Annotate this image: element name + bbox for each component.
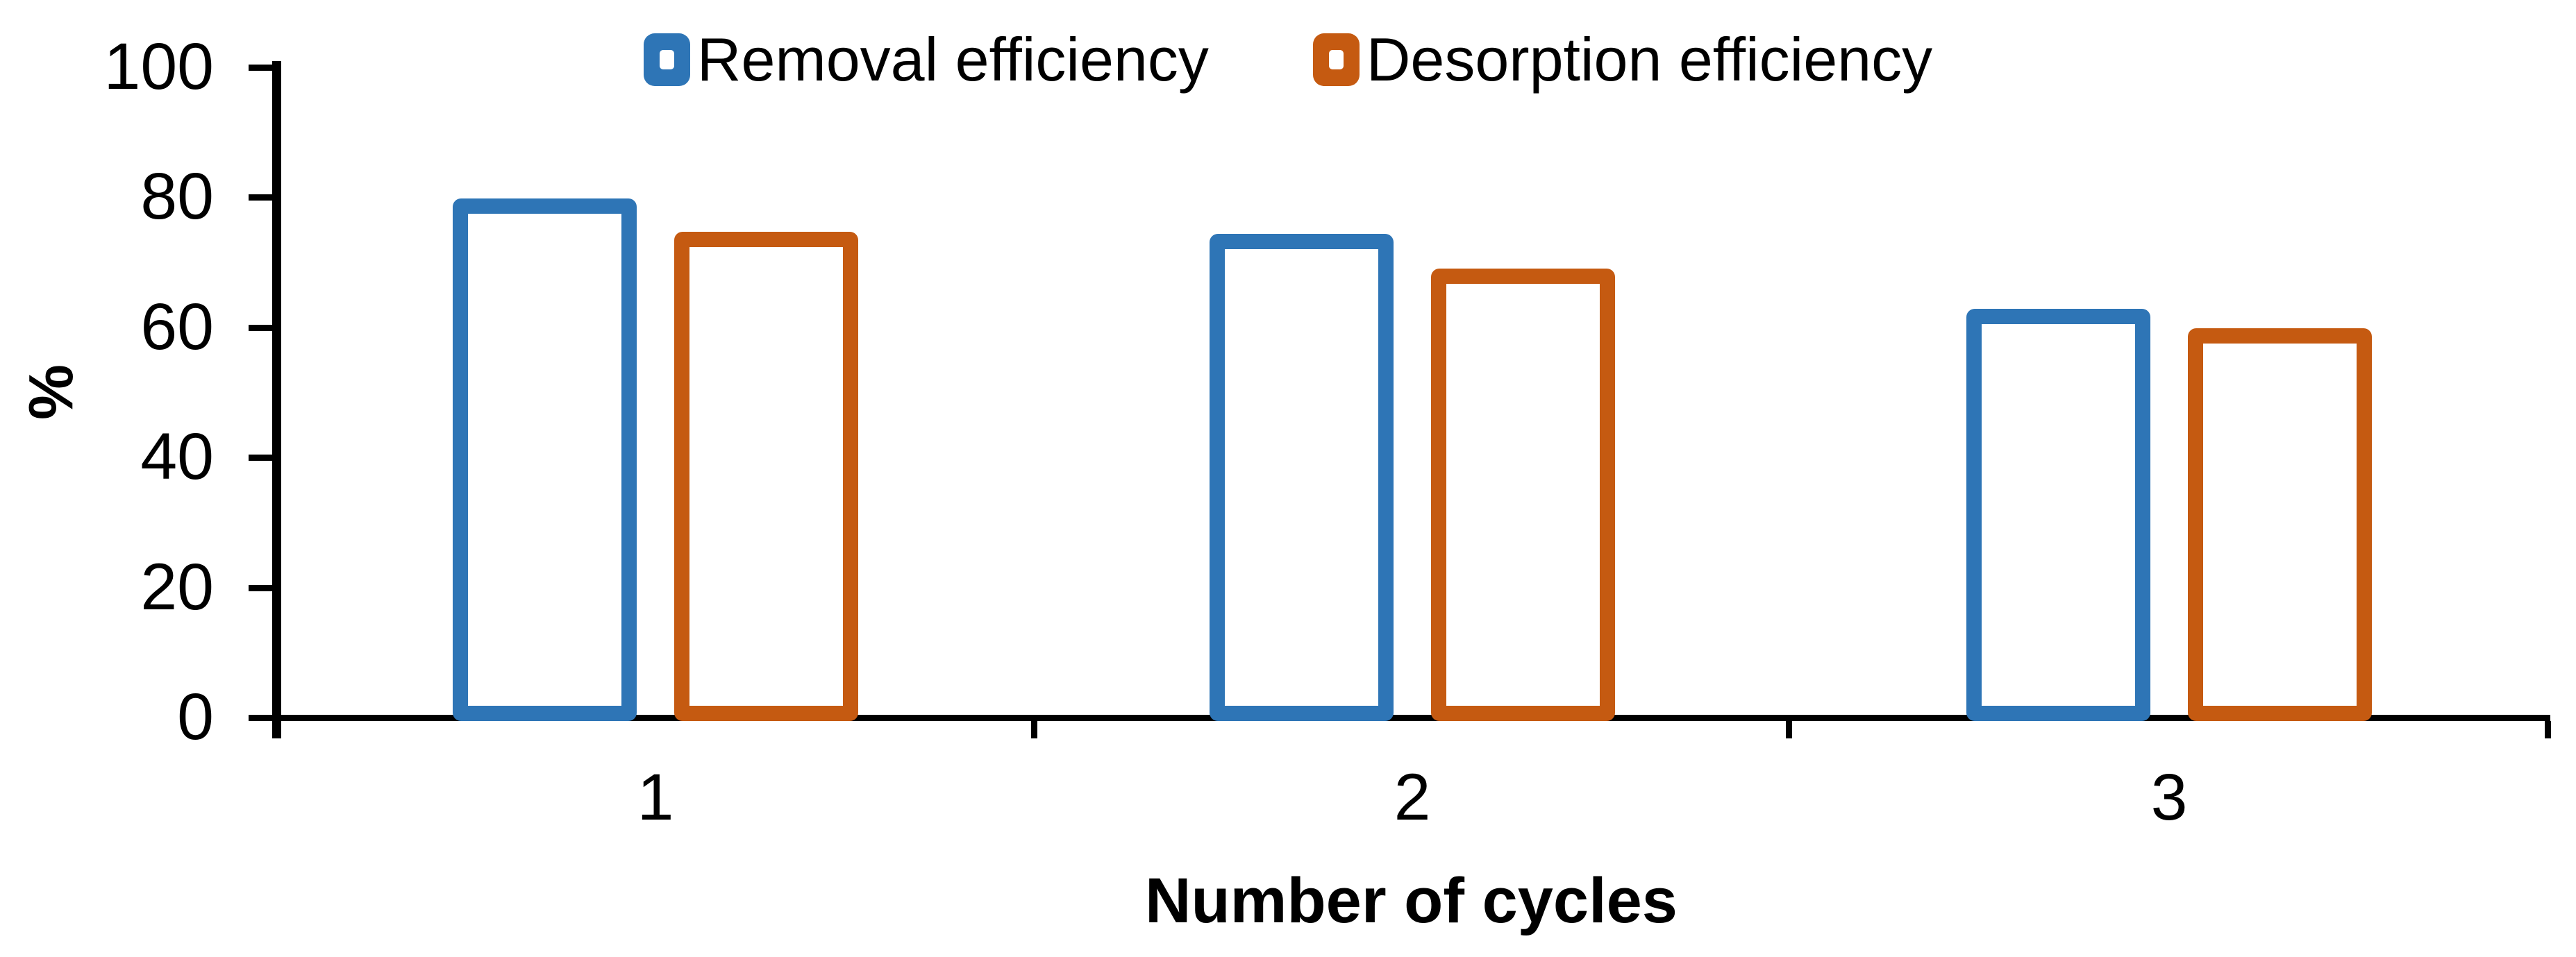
swatch-hole — [1328, 50, 1344, 69]
y-tick-60 — [249, 325, 272, 331]
y-tick-label-80: 80 — [140, 160, 214, 233]
bar-removal-efficiency-cycle-1 — [453, 198, 637, 721]
bar-desorption-efficiency-cycle-3 — [2188, 328, 2372, 721]
y-tick-100 — [249, 65, 272, 71]
x-axis-title: Number of cycles — [1145, 865, 1678, 936]
x-tick-1 — [1031, 721, 1037, 738]
x-tick-3 — [2545, 721, 2551, 738]
y-tick-0 — [249, 715, 272, 721]
legend-label-removal-efficiency: Removal efficiency — [696, 25, 1209, 94]
swatch-hole — [659, 50, 674, 69]
bar-removal-efficiency-cycle-2 — [1210, 234, 1394, 721]
x-category-label-3: 3 — [2150, 761, 2188, 834]
y-tick-40 — [249, 455, 272, 461]
y-tick-label-0: 0 — [177, 680, 214, 754]
y-tick-label-20: 20 — [140, 550, 214, 624]
bar-removal-efficiency-cycle-3 — [1966, 309, 2150, 721]
y-tick-label-100: 100 — [103, 30, 214, 103]
y-tick-80 — [249, 194, 272, 201]
legend-label-desorption-efficiency: Desorption efficiency — [1366, 25, 1933, 94]
legend: Removal efficiency Desorption efficiency — [0, 25, 2576, 94]
x-category-label-1: 1 — [637, 761, 674, 834]
y-tick-20 — [249, 585, 272, 591]
bar-desorption-efficiency-cycle-2 — [1431, 269, 1615, 721]
desorption-efficiency-swatch-icon — [1312, 33, 1360, 86]
x-tick-2 — [1786, 721, 1792, 738]
y-tick-label-60: 60 — [140, 290, 214, 364]
bar-desorption-efficiency-cycle-1 — [674, 232, 858, 721]
legend-item-desorption-efficiency: Desorption efficiency — [1312, 25, 1933, 94]
y-tick-label-40: 40 — [140, 420, 214, 493]
legend-item-removal-efficiency: Removal efficiency — [643, 25, 1209, 94]
y-axis-line — [272, 61, 281, 738]
removal-efficiency-swatch-icon — [643, 33, 690, 86]
x-category-label-2: 2 — [1394, 761, 1431, 834]
x-axis-line — [272, 715, 2550, 721]
